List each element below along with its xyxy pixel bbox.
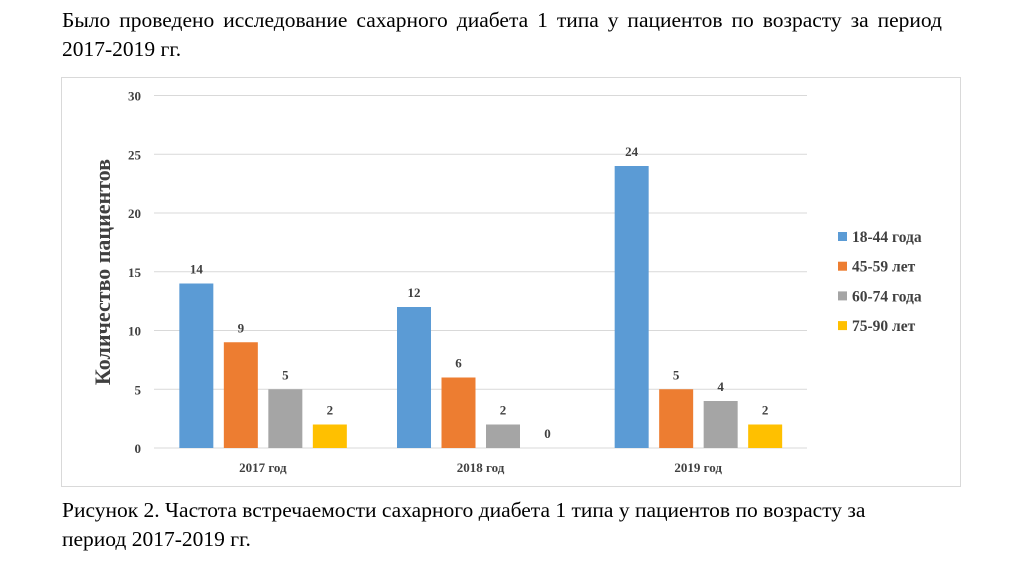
x-tick-label: 2017 год bbox=[239, 460, 287, 475]
bar-75-90-лет-2019-год bbox=[748, 424, 783, 448]
legend-label: 60-74 года bbox=[852, 288, 922, 305]
data-label: 6 bbox=[455, 356, 462, 371]
y-tick-label: 5 bbox=[135, 382, 142, 397]
legend-label: 75-90 лет bbox=[852, 318, 916, 335]
bar-45-59-лет-2018-год bbox=[441, 377, 476, 448]
data-label: 12 bbox=[408, 285, 421, 300]
bar-45-59-лет-2017-год bbox=[223, 342, 258, 448]
y-tick-label: 30 bbox=[128, 89, 141, 104]
data-label: 5 bbox=[673, 367, 680, 382]
data-label: 9 bbox=[238, 320, 245, 335]
bar-75-90-лет-2017-год bbox=[312, 424, 347, 448]
data-label: 2 bbox=[327, 403, 334, 418]
data-label: 2 bbox=[762, 403, 769, 418]
data-label: 5 bbox=[282, 367, 289, 382]
bar-45-59-лет-2019-год bbox=[659, 389, 694, 448]
bar-18-44-года-2017-год bbox=[179, 283, 214, 448]
y-tick-label: 25 bbox=[128, 147, 142, 162]
data-label: 0 bbox=[544, 426, 551, 441]
figure-caption: Рисунок 2. Частота встречаемости сахарно… bbox=[62, 498, 866, 551]
data-label: 2 bbox=[500, 403, 507, 418]
data-label: 14 bbox=[190, 262, 204, 277]
legend-label: 45-59 лет bbox=[852, 259, 916, 276]
y-tick-label: 15 bbox=[128, 265, 142, 280]
bar-60-74-года-2017-год bbox=[268, 389, 303, 448]
bar-60-74-года-2019-год bbox=[703, 401, 738, 448]
legend-swatch bbox=[838, 321, 847, 331]
data-label: 4 bbox=[717, 379, 724, 394]
legend-swatch bbox=[838, 261, 847, 271]
data-label: 24 bbox=[625, 144, 639, 159]
y-tick-label: 0 bbox=[135, 441, 142, 456]
y-tick-label: 10 bbox=[128, 324, 141, 339]
bar-18-44-года-2018-год bbox=[397, 307, 431, 448]
y-axis-label: Количество пациентов bbox=[90, 159, 115, 385]
legend-label: 18-44 года bbox=[852, 229, 922, 246]
bar-18-44-года-2019-год bbox=[614, 166, 649, 448]
legend-swatch bbox=[838, 232, 847, 241]
y-tick-label: 20 bbox=[128, 206, 141, 221]
x-tick-label: 2018 год bbox=[457, 460, 505, 475]
x-tick-label: 2019 год bbox=[674, 460, 722, 475]
chart-frame bbox=[61, 77, 961, 487]
legend-swatch bbox=[838, 291, 847, 301]
slide-heading: Было проведено исследование сахарного ди… bbox=[62, 8, 942, 61]
bar-60-74-года-2018-год bbox=[486, 424, 520, 448]
